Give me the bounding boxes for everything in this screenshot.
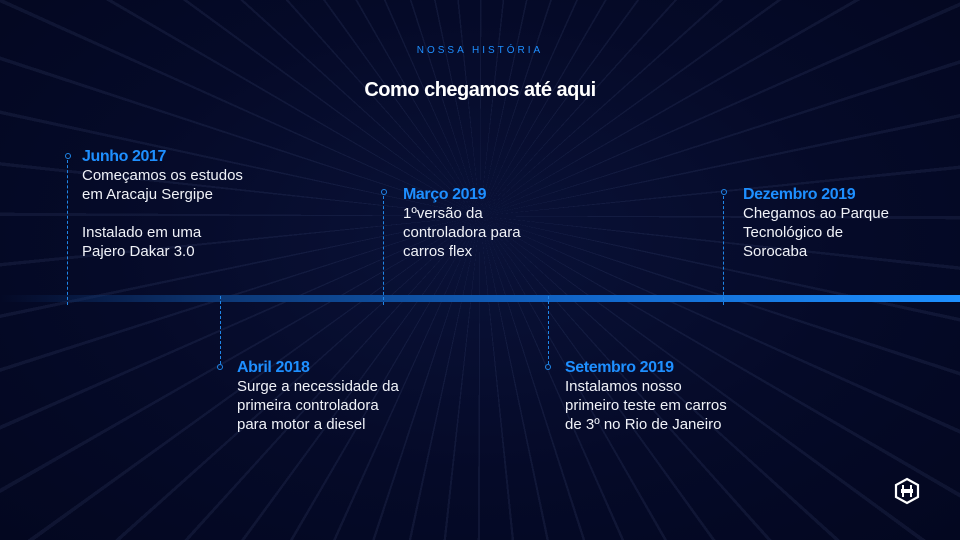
event-text: Começamos os estudos em Aracaju Sergipe …: [82, 167, 243, 260]
timeline-connector: [383, 196, 384, 305]
timeline-connector: [220, 296, 221, 364]
timeline-event: Abril 2018 Surge a necessidade da primei…: [237, 358, 399, 434]
timeline-bar: [0, 295, 960, 302]
timeline-dot: [65, 153, 71, 159]
timeline-dot: [545, 364, 551, 370]
timeline-connector: [548, 296, 549, 364]
event-text: 1ºversão da controladora para carros fle…: [403, 205, 521, 260]
timeline-dot: [217, 364, 223, 370]
hexagon-h-logo-icon: [894, 477, 920, 505]
timeline-dot: [721, 189, 727, 195]
timeline-event: Junho 2017 Começamos os estudos em Araca…: [82, 147, 243, 261]
page-title: Como chegamos até aqui: [364, 79, 596, 101]
event-date: Dezembro 2019: [743, 186, 856, 203]
event-text: Chegamos ao Parque Tecnológico de Soroca…: [743, 205, 889, 260]
event-date: Setembro 2019: [565, 359, 674, 376]
timeline-event: Março 2019 1ºversão da controladora para…: [403, 185, 521, 261]
timeline-event: Dezembro 2019 Chegamos ao Parque Tecnoló…: [743, 185, 889, 261]
timeline-dot: [381, 189, 387, 195]
timeline-connector: [723, 196, 724, 305]
timeline-connector: [67, 160, 68, 305]
event-date: Abril 2018: [237, 359, 310, 376]
event-date: Junho 2017: [82, 148, 167, 165]
event-text: Instalamos nosso primeiro teste em carro…: [565, 378, 727, 433]
section-eyebrow: NOSSA HISTÓRIA: [416, 45, 544, 56]
timeline-event: Setembro 2019 Instalamos nosso primeiro …: [565, 358, 727, 434]
event-text: Surge a necessidade da primeira controla…: [237, 378, 399, 433]
event-date: Março 2019: [403, 186, 487, 203]
